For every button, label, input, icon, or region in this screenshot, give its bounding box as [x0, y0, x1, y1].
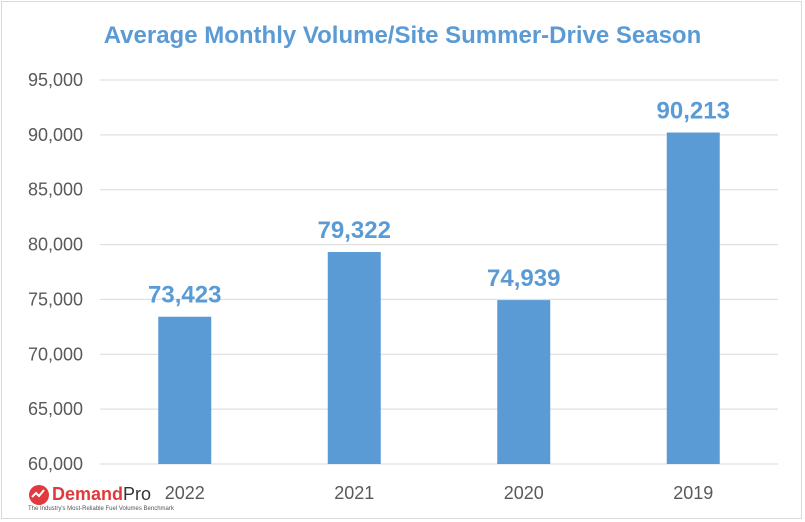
x-tick-label: 2021: [334, 483, 374, 503]
y-tick-label: 90,000: [28, 125, 83, 145]
y-tick-label: 85,000: [28, 180, 83, 200]
bar-2020: [497, 300, 551, 464]
data-labels: 73,423 79,322 74,939 90,213: [148, 98, 730, 309]
y-tick-label: 95,000: [28, 70, 83, 90]
demandpro-logo-icon: [29, 485, 49, 505]
demandpro-logo: DemandPro The Industry's Most-Reliable F…: [28, 484, 228, 518]
y-tick-label: 70,000: [28, 344, 83, 364]
gridlines: [100, 79, 778, 465]
y-tick-label: 65,000: [28, 399, 83, 419]
logo-name-part2: Pro: [123, 484, 152, 504]
data-label: 79,322: [318, 217, 391, 244]
y-tick-label: 60,000: [28, 454, 83, 474]
logo-tagline: The Industry's Most-Reliable Fuel Volume…: [28, 506, 174, 512]
y-axis-ticks: 60,000 65,000 70,000 75,000 80,000 85,000 90,0…: [28, 70, 83, 474]
data-label: 74,939: [487, 265, 560, 292]
x-tick-label: 2019: [673, 483, 713, 503]
bar-2021: [327, 252, 381, 464]
bar-2022: [158, 316, 212, 464]
data-label: 73,423: [148, 282, 221, 309]
logo-name-part1: Demand: [52, 484, 124, 504]
y-tick-label: 75,000: [28, 289, 83, 309]
x-tick-label: 2022: [165, 483, 205, 503]
bar-2019: [666, 132, 720, 464]
y-tick-label: 80,000: [28, 235, 83, 255]
x-axis-ticks: 2022 2021 2020 2019: [165, 483, 714, 503]
logo-name: DemandPro: [52, 484, 151, 505]
chart-title: Average Monthly Volume/Site Summer-Drive…: [103, 22, 702, 49]
bars: [158, 132, 720, 464]
data-label: 90,213: [657, 98, 730, 125]
x-tick-label: 2020: [504, 483, 544, 503]
